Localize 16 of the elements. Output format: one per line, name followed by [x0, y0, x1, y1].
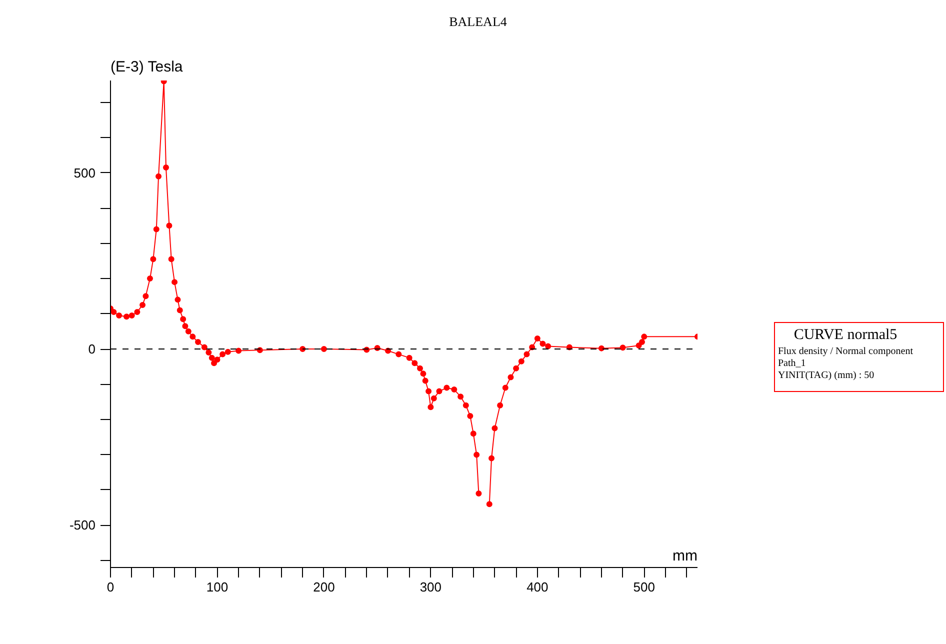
x-tick-label: 100: [206, 580, 228, 594]
x-axis-title: mm: [672, 548, 698, 564]
y-axis-title: (E-3) Tesla: [110, 58, 184, 76]
text: CURVE normal5: [792, 326, 898, 345]
y-tick-label: 0: [88, 342, 96, 357]
x-tick-label: 500: [633, 580, 655, 594]
x-tick-label: 0: [106, 580, 114, 594]
x-tick-label: 300: [420, 580, 442, 594]
x-tick-label: 200: [313, 580, 335, 594]
y-tick-label: 500: [74, 165, 96, 180]
x-tick-label: 400: [526, 580, 548, 594]
chart-title: BALEAL4: [449, 13, 507, 31]
text: Path_1: [778, 358, 807, 370]
text: YINIT(TAG) (mm) : 50: [778, 370, 876, 382]
text: Flux density / Normal component: [778, 346, 913, 358]
y-tick-label: -500: [69, 518, 96, 533]
